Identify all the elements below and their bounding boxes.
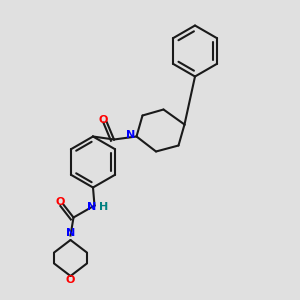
Text: O: O: [66, 274, 75, 285]
Text: N: N: [87, 202, 96, 212]
Text: N: N: [127, 130, 136, 140]
Text: O: O: [99, 115, 108, 125]
Text: H: H: [99, 202, 108, 212]
Text: N: N: [66, 228, 75, 238]
Text: O: O: [55, 196, 65, 207]
